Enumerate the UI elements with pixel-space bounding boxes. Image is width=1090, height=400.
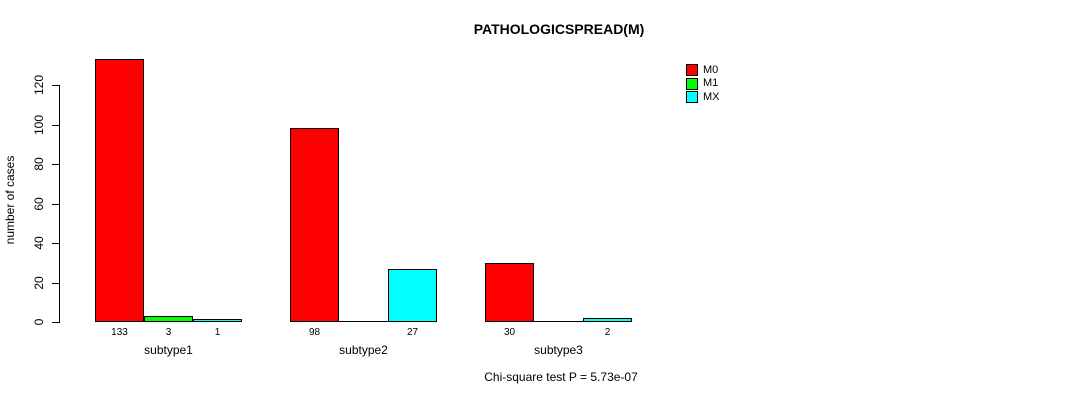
category-label-subtype1: subtype1 <box>144 343 193 357</box>
bar-m0-subtype1-value: 133 <box>111 327 128 338</box>
y-tick <box>52 282 59 284</box>
y-tick <box>52 243 59 244</box>
bar-mx-subtype1-value: 1 <box>214 327 221 338</box>
bar-m0-subtype3-value: 30 <box>503 327 516 338</box>
legend-label-m1: M1 <box>703 77 719 89</box>
legend-label-mx: MX <box>703 90 720 103</box>
y-tick <box>52 124 59 126</box>
bar-mx-subtype3 <box>583 318 632 322</box>
category-label-subtype2: subtype2 <box>339 343 388 357</box>
legend-swatch-mx <box>686 91 698 103</box>
bar-m0-subtype3 <box>485 263 534 322</box>
legend-swatch-m1 <box>686 77 698 90</box>
bar-m1-subtype2-zero <box>339 321 389 322</box>
bar-mx-subtype1 <box>193 319 242 322</box>
bar-m1-subtype1 <box>144 316 193 322</box>
chi-square-note: Chi-square test P = 5.73e-07 <box>484 370 638 384</box>
y-tick <box>52 322 59 323</box>
y-tick <box>52 203 59 205</box>
bar-m1-subtype3-zero <box>534 321 584 322</box>
legend-swatch-m0 <box>686 64 698 76</box>
chart-title: PATHOLOGICSPREAD(M) <box>473 21 645 37</box>
legend-label-m0: M0 <box>703 63 719 76</box>
category-label-subtype3: subtype3 <box>534 343 583 357</box>
bar-m0-subtype1 <box>95 59 144 322</box>
bar-m0-subtype2 <box>290 128 339 322</box>
bar-mx-subtype2-value: 27 <box>406 327 419 338</box>
bar-m0-subtype2-value: 98 <box>308 327 321 338</box>
y-axis-line <box>59 85 60 323</box>
bar-mx-subtype2 <box>388 269 437 322</box>
y-tick <box>52 85 59 86</box>
bar-mx-subtype3-value: 2 <box>604 327 611 338</box>
y-tick <box>52 164 59 165</box>
bar-m1-subtype1-value: 3 <box>165 327 172 338</box>
